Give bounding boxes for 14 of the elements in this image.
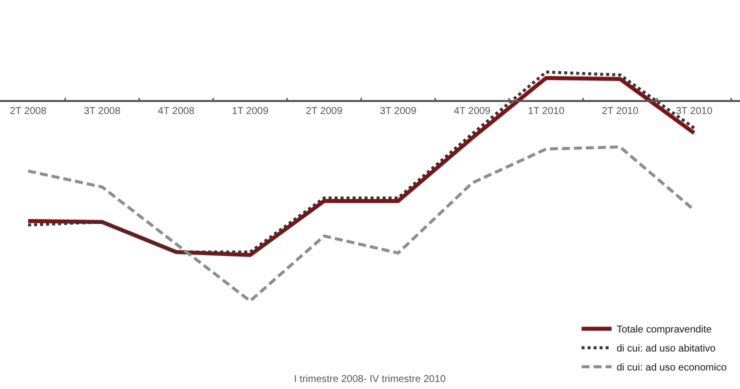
x-tick-label: 2T 2009 [306,106,343,117]
x-tick-label: 4T 2008 [158,106,195,117]
legend-label: di cui: ad uso abitativo [616,344,716,355]
x-tick-label: 1T 2010 [528,106,565,117]
x-tick-label: 3T 2009 [380,106,417,117]
legend-label: di cui: ad uso economico [616,362,728,374]
x-tick-label: 2T 2008 [10,106,47,117]
x-tick-label: 1T 2009 [232,106,269,117]
x-tick-label: 2T 2010 [602,106,639,117]
x-tick-label: 4T 2009 [454,106,491,117]
legend-label: Totale compravendite [616,324,712,336]
x-tick-label: 3T 2008 [84,106,121,117]
x-tick-label: 3T 2010 [676,106,713,117]
text: I trimestre 2008- IV trimestre 2010 [294,374,446,385]
